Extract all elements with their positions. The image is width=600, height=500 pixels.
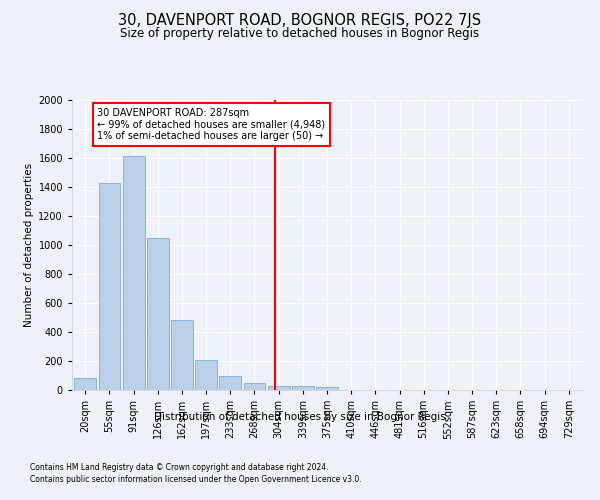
Bar bbox=[195, 360, 217, 390]
Bar bbox=[220, 376, 241, 390]
Bar bbox=[292, 386, 314, 390]
Text: Contains public sector information licensed under the Open Government Licence v3: Contains public sector information licen… bbox=[30, 474, 362, 484]
Bar bbox=[123, 156, 145, 390]
Text: Size of property relative to detached houses in Bognor Regis: Size of property relative to detached ho… bbox=[121, 28, 479, 40]
Bar bbox=[244, 383, 265, 390]
Text: 30 DAVENPORT ROAD: 287sqm
← 99% of detached houses are smaller (4,948)
1% of sem: 30 DAVENPORT ROAD: 287sqm ← 99% of detac… bbox=[97, 108, 326, 141]
Bar bbox=[147, 238, 169, 390]
Y-axis label: Number of detached properties: Number of detached properties bbox=[24, 163, 34, 327]
Text: Contains HM Land Registry data © Crown copyright and database right 2024.: Contains HM Land Registry data © Crown c… bbox=[30, 464, 329, 472]
Bar bbox=[268, 386, 290, 390]
Text: Distribution of detached houses by size in Bognor Regis: Distribution of detached houses by size … bbox=[154, 412, 446, 422]
Bar bbox=[171, 320, 193, 390]
Bar bbox=[316, 388, 338, 390]
Text: 30, DAVENPORT ROAD, BOGNOR REGIS, PO22 7JS: 30, DAVENPORT ROAD, BOGNOR REGIS, PO22 7… bbox=[118, 12, 482, 28]
Bar bbox=[98, 184, 121, 390]
Bar bbox=[74, 378, 96, 390]
